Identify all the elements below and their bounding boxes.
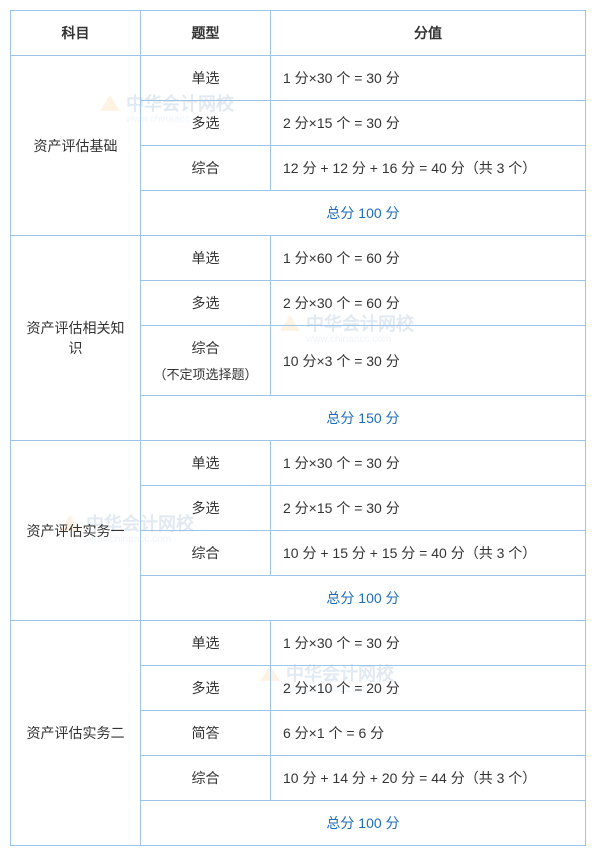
score-cell: 2 分×10 个 = 20 分 (271, 666, 586, 711)
question-type-cell: 简答 (141, 711, 271, 756)
table-row: 资产评估相关知识单选1 分×60 个 = 60 分 (11, 236, 586, 281)
subject-name-cell: 资产评估实务二 (11, 621, 141, 846)
score-cell: 10 分 + 15 分 + 15 分 = 40 分（共 3 个） (271, 531, 586, 576)
score-cell: 2 分×15 个 = 30 分 (271, 101, 586, 146)
score-cell: 12 分 + 12 分 + 16 分 = 40 分（共 3 个） (271, 146, 586, 191)
subject-name-cell: 资产评估相关知识 (11, 236, 141, 441)
header-score: 分值 (271, 11, 586, 56)
score-cell: 1 分×60 个 = 60 分 (271, 236, 586, 281)
question-type-cell: 单选 (141, 56, 271, 101)
total-score-cell: 总分 100 分 (141, 576, 586, 621)
question-type-cell: 单选 (141, 236, 271, 281)
question-type-cell: 综合（不定项选择题） (141, 326, 271, 396)
question-type-cell: 单选 (141, 441, 271, 486)
score-cell: 10 分 + 14 分 + 20 分 = 44 分（共 3 个） (271, 756, 586, 801)
subject-name-cell: 资产评估实务一 (11, 441, 141, 621)
score-cell: 2 分×30 个 = 60 分 (271, 281, 586, 326)
total-score-cell: 总分 100 分 (141, 191, 586, 236)
total-score-cell: 总分 150 分 (141, 396, 586, 441)
score-cell: 1 分×30 个 = 30 分 (271, 441, 586, 486)
score-cell: 1 分×30 个 = 30 分 (271, 56, 586, 101)
table-row: 资产评估基础单选1 分×30 个 = 30 分 (11, 56, 586, 101)
score-cell: 10 分×3 个 = 30 分 (271, 326, 586, 396)
question-type-note: （不定项选择题） (151, 364, 260, 383)
table-row: 资产评估实务一单选1 分×30 个 = 30 分 (11, 441, 586, 486)
question-type-cell: 多选 (141, 666, 271, 711)
score-cell: 6 分×1 个 = 6 分 (271, 711, 586, 756)
question-type-cell: 多选 (141, 486, 271, 531)
question-type-cell: 综合 (141, 756, 271, 801)
question-type-cell: 多选 (141, 101, 271, 146)
question-type-cell: 多选 (141, 281, 271, 326)
question-type-cell: 综合 (141, 146, 271, 191)
question-type-cell: 单选 (141, 621, 271, 666)
subject-name-cell: 资产评估基础 (11, 56, 141, 236)
header-subject: 科目 (11, 11, 141, 56)
score-cell: 1 分×30 个 = 30 分 (271, 621, 586, 666)
table-row: 资产评估实务二单选1 分×30 个 = 30 分 (11, 621, 586, 666)
score-cell: 2 分×15 个 = 30 分 (271, 486, 586, 531)
header-type: 题型 (141, 11, 271, 56)
total-score-cell: 总分 100 分 (141, 801, 586, 846)
question-type-cell: 综合 (141, 531, 271, 576)
score-table: 科目 题型 分值 资产评估基础单选1 分×30 个 = 30 分多选2 分×15… (10, 10, 586, 846)
header-row: 科目 题型 分值 (11, 11, 586, 56)
